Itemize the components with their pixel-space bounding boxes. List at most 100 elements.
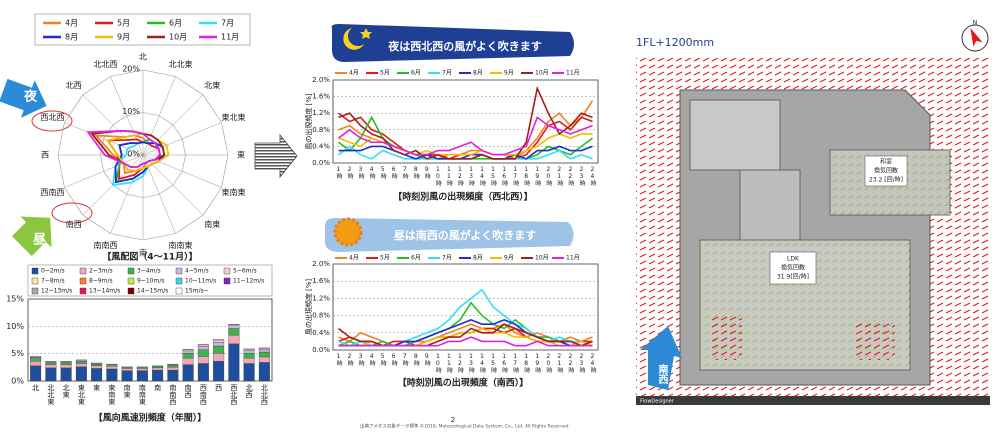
banner-text: 夜は西北西の風がよく吹きます: [387, 39, 541, 53]
direction-label: 東: [237, 150, 245, 160]
legend-label: 11月: [221, 33, 239, 42]
y-tick-label: 0.0%: [312, 159, 330, 167]
direction-label: 北北東: [169, 59, 193, 69]
bar-segment: [228, 324, 240, 326]
y-tick-label: 0.4%: [312, 329, 330, 337]
flow-hotspot: [712, 315, 742, 360]
legend-label: 8~9m/s: [89, 278, 113, 285]
bar-segment: [106, 363, 118, 365]
bar-segment: [75, 366, 87, 382]
legend-label: 6月: [411, 70, 421, 77]
y-axis-label: 風の出現頻度 [%]: [304, 93, 313, 150]
y-tick-label: 5%: [11, 349, 24, 358]
legend-swatch: [31, 277, 39, 285]
night-banner: [331, 24, 574, 62]
bar-segment: [30, 365, 42, 382]
legend-label: 9月: [504, 255, 514, 262]
legend-label: 0~2m/s: [41, 268, 65, 275]
ring: [100, 112, 186, 198]
x-tick-label: 6時: [390, 353, 397, 366]
page-number: 2: [451, 416, 455, 424]
x-tick-label: 10時: [434, 353, 441, 373]
x-tick-label: 5時: [379, 166, 386, 179]
chart-title: 【風配図（4～11月）】: [102, 252, 197, 263]
bar-segment: [45, 361, 57, 363]
legend-label: 4~5m/s: [185, 268, 209, 275]
x-tick-label: 24時: [589, 353, 596, 373]
x-tick-label: 15時: [490, 353, 497, 373]
bar-segment: [152, 366, 164, 369]
direction-label: 東南東: [222, 187, 246, 197]
r-tick-label: 20%: [122, 65, 140, 74]
y-tick-label: 1.6%: [312, 277, 330, 285]
bar-segment: [91, 362, 103, 364]
x-tick-label: 1時: [335, 353, 342, 366]
x-tick-label: 南西: [184, 383, 192, 399]
legend-label: 11月: [566, 70, 580, 77]
y-axis-label: 風の出現頻度 [%]: [304, 279, 313, 336]
room-value: 23.2 [回/時]: [869, 176, 903, 184]
wind-direction: 南西: [656, 363, 668, 385]
x-tick-label: 3時: [357, 166, 364, 179]
legend-label: 10月: [535, 70, 549, 77]
legend-label: 4月: [349, 255, 359, 262]
direction-label: 北: [139, 53, 147, 62]
x-tick-label: 20時: [545, 166, 552, 186]
bar-segment: [258, 356, 270, 363]
bar-segment: [75, 360, 87, 362]
x-tick-label: 6時: [390, 166, 397, 179]
bar-segment: [167, 364, 179, 368]
bar-segment: [152, 365, 164, 367]
bar-segment: [228, 343, 240, 382]
day-banner: [325, 218, 574, 252]
direction-label: 北東: [204, 80, 220, 90]
room-value: 31.9[回/時]: [777, 273, 809, 281]
x-tick-label: 20時: [545, 353, 552, 373]
flow-arrow: [254, 133, 298, 179]
bar-segment: [197, 344, 209, 347]
bar-segment: [213, 339, 225, 343]
legend-label: 13~14m/s: [89, 288, 120, 295]
x-tick-label: 16時: [501, 353, 508, 373]
x-tick-label: 19時: [534, 166, 541, 186]
day-label: 昼: [33, 233, 47, 248]
bar-segment: [45, 362, 57, 365]
y-tick-label: 2.0%: [312, 260, 330, 268]
bar-segment: [121, 368, 133, 371]
direction-label: 西: [41, 151, 49, 160]
chart: 0% 5% 10% 15% 北 北北東 北東 東北東東東南東 南東 南南東南南南西 南西 西南西西西北…: [6, 264, 273, 424]
bar-segment: [197, 363, 209, 382]
bar-segment: [228, 323, 240, 325]
night-arrow: [0, 78, 47, 118]
y-tick-label: 2.0%: [312, 76, 330, 84]
source-note: 出典アメダス気象データ標準 ©2016, Meteorological Data…: [360, 423, 570, 430]
bar-segment: [243, 357, 255, 364]
direction-label: 南: [139, 248, 147, 258]
direction-label: 南南東: [169, 240, 193, 250]
bar-segment: [106, 364, 118, 367]
legend-swatch: [31, 287, 39, 295]
legend-swatch: [127, 287, 135, 295]
x-tick-label: 西北西: [230, 384, 238, 406]
legend-swatch: [223, 267, 231, 275]
y-tick-label: 0.4%: [312, 142, 330, 150]
bar-segment: [152, 369, 164, 382]
sim-footer-bar: [636, 396, 990, 405]
legend-label: 5~6m/s: [233, 268, 257, 275]
x-tick-label: 北: [32, 384, 40, 392]
room-name: LDK: [787, 256, 800, 263]
direction-label: 北北西: [93, 60, 117, 69]
x-tick-label: 2時: [346, 353, 353, 366]
chart-title: 【時刻別風の出現頻度（西北西）】: [393, 191, 533, 203]
legend-label: 8月: [65, 33, 78, 42]
x-tick-label: 16時: [501, 166, 508, 186]
bar-segment: [106, 366, 118, 370]
series-line: [106, 132, 170, 172]
bar-segment: [75, 363, 87, 367]
room: [689, 99, 781, 171]
bar-segment: [197, 346, 209, 350]
software-logo: FlowDesigner: [640, 399, 675, 405]
x-tick-label: 13時: [468, 353, 475, 373]
legend-swatch: [127, 277, 135, 285]
